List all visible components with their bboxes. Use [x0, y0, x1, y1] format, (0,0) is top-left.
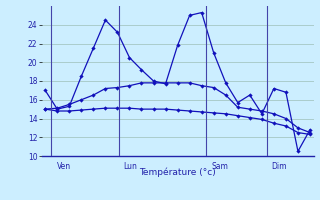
Text: Dim: Dim — [271, 162, 287, 171]
Text: Sam: Sam — [212, 162, 228, 171]
Text: Ven: Ven — [57, 162, 71, 171]
X-axis label: Température (°c): Température (°c) — [139, 167, 216, 177]
Text: Lun: Lun — [123, 162, 137, 171]
